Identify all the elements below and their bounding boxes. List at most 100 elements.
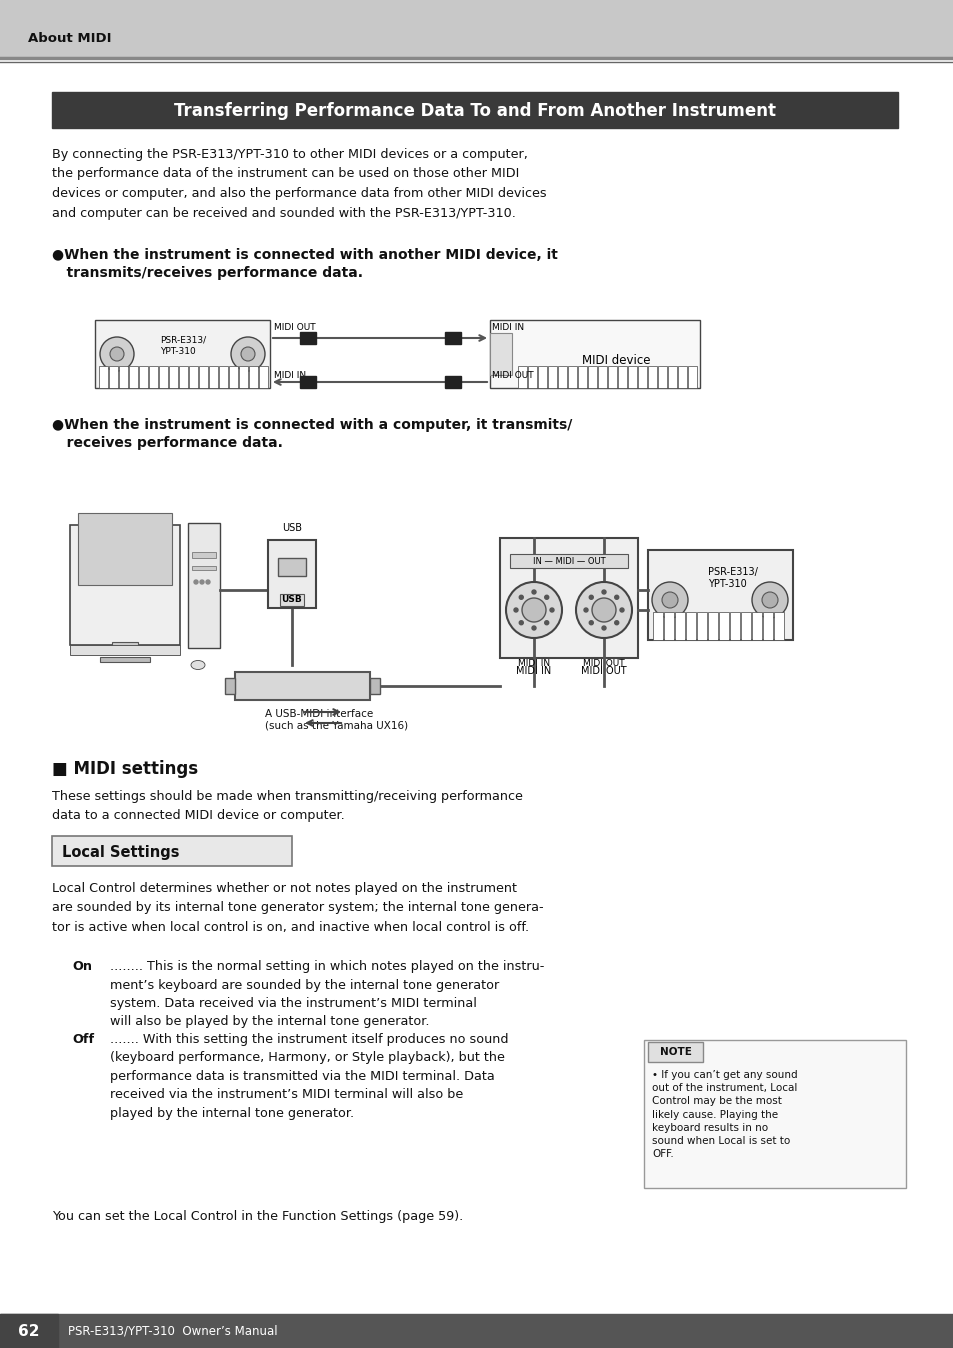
Circle shape — [231, 337, 265, 371]
Circle shape — [619, 608, 623, 612]
Bar — [499, 538, 638, 658]
Circle shape — [241, 346, 254, 361]
Bar — [225, 678, 234, 694]
Circle shape — [518, 620, 523, 624]
Bar — [370, 678, 379, 694]
Bar — [258, 367, 268, 388]
Text: ■ MIDI settings: ■ MIDI settings — [52, 760, 198, 778]
Circle shape — [589, 596, 593, 600]
Bar — [159, 367, 168, 388]
Text: YPT-310: YPT-310 — [707, 580, 746, 589]
Circle shape — [518, 596, 523, 600]
Bar — [773, 612, 783, 640]
Bar — [234, 673, 370, 700]
Text: USB: USB — [281, 596, 302, 604]
Bar — [678, 367, 686, 388]
Bar — [70, 644, 180, 655]
Bar — [188, 523, 220, 648]
Circle shape — [100, 337, 133, 371]
Text: About MIDI: About MIDI — [28, 31, 112, 44]
Bar — [658, 367, 666, 388]
Bar — [229, 367, 237, 388]
Text: ........ This is the normal setting in which notes played on the instru-
ment’s : ........ This is the normal setting in w… — [110, 960, 544, 1029]
Circle shape — [505, 582, 561, 638]
Bar — [249, 367, 257, 388]
Text: • If you can’t get any sound
out of the instrument, Local
Control may be the mos: • If you can’t get any sound out of the … — [651, 1070, 797, 1159]
Bar — [652, 612, 662, 640]
Text: On: On — [71, 960, 91, 973]
Bar — [0, 0, 953, 58]
Bar — [647, 1042, 702, 1062]
Bar — [740, 612, 750, 640]
Text: MIDI OUT: MIDI OUT — [580, 666, 626, 675]
Text: ●When the instrument is connected with a computer, it transmits/
   receives per: ●When the instrument is connected with a… — [52, 418, 572, 450]
Bar — [527, 367, 537, 388]
Circle shape — [514, 608, 517, 612]
Text: Transferring Performance Data To and From Another Instrument: Transferring Performance Data To and Fro… — [173, 102, 775, 120]
Bar — [598, 367, 606, 388]
Circle shape — [193, 580, 198, 584]
Circle shape — [576, 582, 631, 638]
Text: (such as the Yamaha UX16): (such as the Yamaha UX16) — [265, 721, 408, 731]
Bar — [169, 367, 178, 388]
Bar — [687, 367, 697, 388]
Bar — [277, 558, 306, 576]
Text: ●When the instrument is connected with another MIDI device, it
   transmits/rece: ●When the instrument is connected with a… — [52, 248, 558, 280]
Circle shape — [751, 582, 787, 617]
Bar — [547, 367, 557, 388]
Bar — [587, 367, 597, 388]
Text: NOTE: NOTE — [659, 1047, 691, 1057]
Bar — [647, 550, 792, 640]
Bar — [199, 367, 208, 388]
Circle shape — [614, 620, 618, 624]
Text: MIDI IN: MIDI IN — [492, 324, 523, 333]
Circle shape — [601, 625, 605, 630]
Text: PSR-E313/: PSR-E313/ — [160, 336, 206, 345]
Bar — [490, 319, 700, 388]
Bar — [52, 92, 897, 128]
Bar — [0, 1314, 953, 1348]
Bar — [697, 612, 706, 640]
Bar — [675, 612, 684, 640]
Bar — [444, 376, 460, 388]
Bar — [663, 612, 673, 640]
Bar — [268, 541, 315, 608]
Bar — [647, 367, 657, 388]
Bar — [52, 836, 292, 865]
Bar — [192, 551, 215, 558]
Bar — [192, 566, 215, 570]
Text: PSR-E313/YPT-310  Owner’s Manual: PSR-E313/YPT-310 Owner’s Manual — [68, 1325, 277, 1337]
Bar — [751, 612, 761, 640]
Circle shape — [589, 620, 593, 624]
Bar — [537, 367, 546, 388]
Text: You can set the Local Control in the Function Settings (page 59).: You can set the Local Control in the Fun… — [52, 1211, 463, 1223]
Bar — [719, 612, 728, 640]
Bar — [119, 367, 128, 388]
Bar — [78, 514, 172, 585]
Bar — [638, 367, 646, 388]
Bar — [99, 367, 108, 388]
Text: PSR-E313/: PSR-E313/ — [707, 568, 757, 577]
Bar — [667, 367, 677, 388]
Bar — [762, 612, 772, 640]
Text: MIDI IN: MIDI IN — [274, 372, 306, 380]
Circle shape — [200, 580, 204, 584]
Bar — [607, 367, 617, 388]
Bar — [179, 367, 188, 388]
Bar — [239, 367, 248, 388]
Text: Off: Off — [71, 1033, 94, 1046]
Bar — [112, 642, 138, 652]
Text: IN — MIDI — OUT: IN — MIDI — OUT — [532, 557, 604, 566]
Text: ....... With this setting the instrument itself produces no sound
(keyboard perf: ....... With this setting the instrument… — [110, 1033, 508, 1120]
Bar — [129, 367, 138, 388]
Bar — [109, 367, 118, 388]
Circle shape — [544, 596, 548, 600]
Text: USB: USB — [282, 523, 302, 532]
Text: MIDI OUT: MIDI OUT — [582, 659, 624, 667]
Bar — [490, 333, 512, 375]
Bar — [685, 612, 696, 640]
Text: MIDI IN: MIDI IN — [517, 659, 550, 667]
Bar — [643, 1041, 905, 1188]
Text: MIDI device: MIDI device — [581, 353, 650, 367]
Circle shape — [614, 596, 618, 600]
